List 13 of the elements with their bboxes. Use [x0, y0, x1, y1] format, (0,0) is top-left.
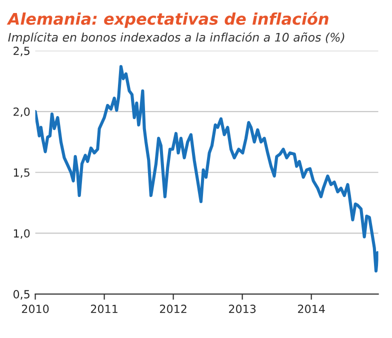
chart-subtitle: Implícita en bonos indexados a la inflación a 10 años (%) [8, 32, 344, 44]
y-tick-label: 0,5 [13, 290, 30, 300]
y-tick-label: 1,0 [14, 229, 30, 239]
line-series [35, 64, 378, 272]
x-tick-label: 2014 [298, 304, 325, 314]
y-tick-label: 2,5 [14, 46, 30, 56]
chart-title: Alemania: expectativas de inflación [6, 12, 328, 28]
y-tick-label: 2,0 [14, 108, 30, 118]
x-tick-label: 2011 [90, 304, 118, 314]
x-tick-label: 2010 [22, 304, 49, 314]
x-tick-label: 2012 [160, 304, 186, 314]
y-tick-label: 1,5 [14, 168, 30, 178]
x-tick-label: 2013 [229, 304, 256, 314]
